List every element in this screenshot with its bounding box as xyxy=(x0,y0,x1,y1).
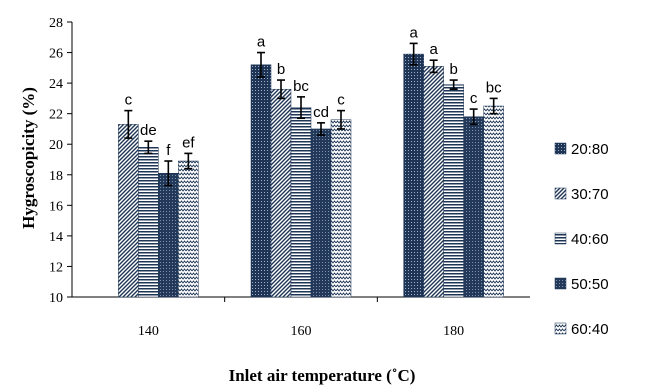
significance-letter: f xyxy=(166,142,171,159)
significance-letter: c xyxy=(337,92,345,109)
bar xyxy=(403,53,424,298)
bar xyxy=(270,88,292,298)
legend-swatch xyxy=(554,322,567,335)
legend-label: 30:70 xyxy=(571,186,609,203)
significance-letter: a xyxy=(409,24,418,41)
significance-letter: bc xyxy=(293,78,309,95)
legend-label: 60:40 xyxy=(571,321,609,338)
y-tick-label: 28 xyxy=(49,16,63,31)
legend-swatch xyxy=(554,187,567,200)
bar xyxy=(290,107,312,298)
legend-label: 40:60 xyxy=(571,231,609,248)
significance-letter: c xyxy=(125,92,133,109)
legend-swatch xyxy=(554,142,567,155)
bar xyxy=(483,105,504,298)
significance-letter: de xyxy=(140,122,157,139)
bar xyxy=(138,147,159,298)
significance-letter: ef xyxy=(182,134,195,151)
y-tick-label: 16 xyxy=(49,199,63,214)
x-tick-label: 160 xyxy=(291,324,312,339)
legend-swatch xyxy=(554,232,567,245)
y-tick-label: 26 xyxy=(49,47,63,62)
x-tick-label: 140 xyxy=(138,324,159,339)
bar xyxy=(178,160,199,298)
bar xyxy=(118,124,139,298)
y-tick-label: 10 xyxy=(49,291,63,306)
bar xyxy=(250,64,272,298)
significance-letter: b xyxy=(449,61,457,78)
significance-letter: a xyxy=(257,34,266,51)
bar xyxy=(423,66,444,298)
significance-letter: b xyxy=(277,61,285,78)
y-tick-label: 22 xyxy=(49,108,63,123)
bar xyxy=(443,84,464,298)
y-axis-title: Hygroscopicity (%) xyxy=(19,87,38,229)
x-axis-title: Inlet air temperature (˚C) xyxy=(229,366,416,385)
bar xyxy=(158,173,179,298)
y-tick-label: 12 xyxy=(49,260,63,275)
legend-swatch xyxy=(554,277,567,290)
bar xyxy=(463,116,484,298)
significance-letter: bc xyxy=(486,79,502,96)
significance-letter: a xyxy=(429,41,438,58)
bar xyxy=(310,128,332,298)
legend-label: 50:50 xyxy=(571,276,609,293)
bar xyxy=(330,119,352,298)
legend: 20:80 30:70 40:60 50:50 60:40 xyxy=(554,141,609,338)
y-tick-label: 18 xyxy=(49,169,63,184)
legend-label: 20:80 xyxy=(571,141,609,158)
y-tick-label: 24 xyxy=(49,77,63,92)
x-tick-label: 180 xyxy=(443,324,464,339)
significance-letter: c xyxy=(470,90,478,107)
y-tick-label: 14 xyxy=(49,230,63,245)
y-tick-label: 20 xyxy=(49,138,63,153)
significance-letter: cd xyxy=(313,104,329,121)
